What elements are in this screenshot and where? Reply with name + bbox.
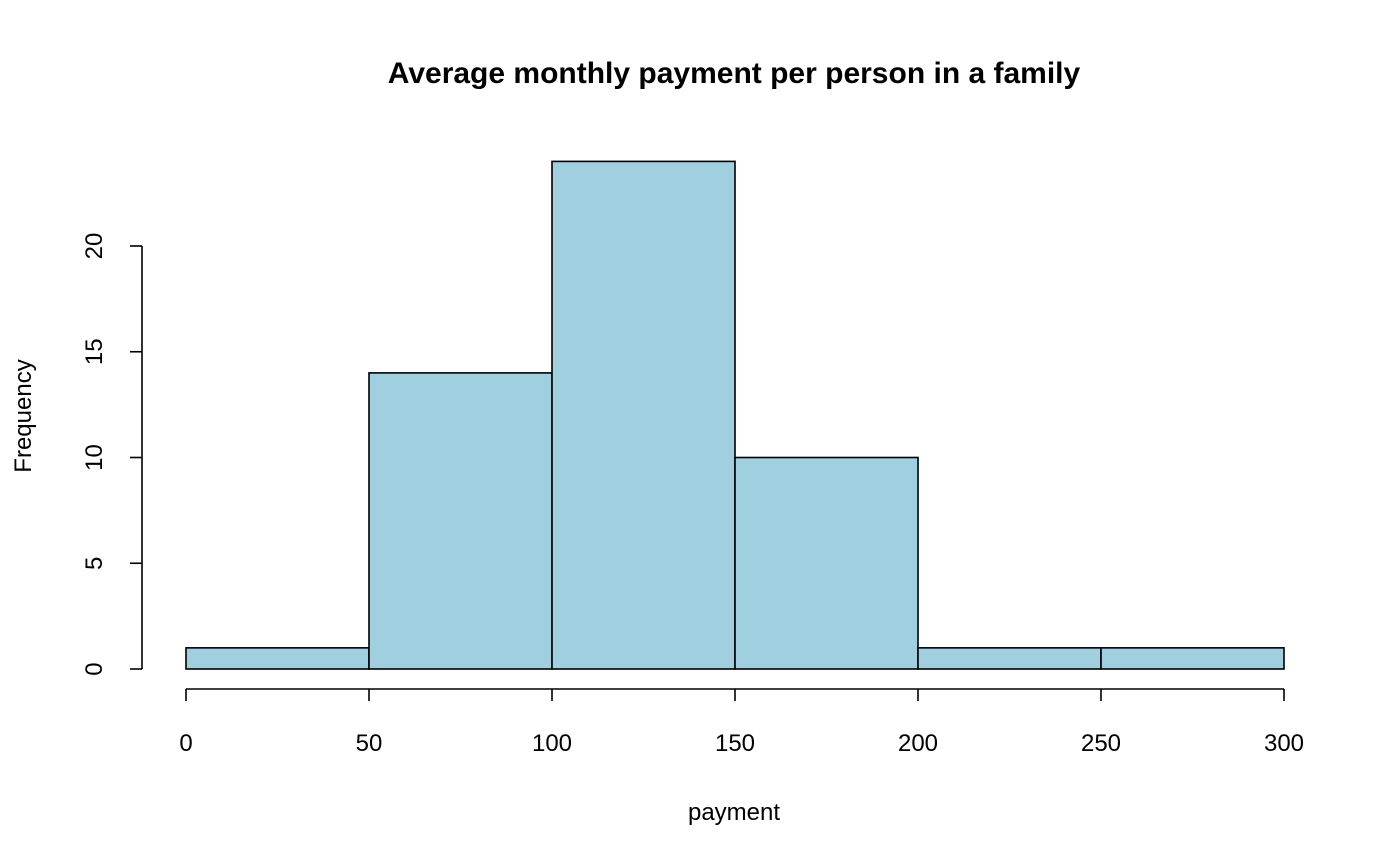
histogram-bar-200-250 xyxy=(917,647,1102,670)
y-tick-label-5: 5 xyxy=(81,557,108,570)
bars-group xyxy=(185,160,1285,670)
x-tick-label-0: 0 xyxy=(179,730,192,757)
x-tick-label-250: 250 xyxy=(1081,730,1121,757)
y-tick-label-10: 10 xyxy=(81,444,108,471)
histogram-bar-250-300 xyxy=(1100,647,1285,670)
x-axis-label: payment xyxy=(688,799,780,826)
x-axis: 0 50 100 150 200 250 300 xyxy=(179,688,1304,757)
y-tick-label-15: 15 xyxy=(81,338,108,365)
x-tick-label-50: 50 xyxy=(356,730,383,757)
y-tick-label-20: 20 xyxy=(81,233,108,260)
y-axis-label: Frequency xyxy=(10,359,37,472)
x-tick-label-300: 300 xyxy=(1264,730,1304,757)
x-tick-label-200: 200 xyxy=(898,730,938,757)
y-axis: 0 5 10 15 20 xyxy=(81,233,143,676)
x-tick-label-100: 100 xyxy=(532,730,572,757)
x-tick-label-150: 150 xyxy=(715,730,755,757)
histogram-bar-150-200 xyxy=(734,456,919,670)
y-tick-label-0: 0 xyxy=(81,662,108,675)
chart-title: Average monthly payment per person in a … xyxy=(388,57,1081,90)
histogram-bar-50-100 xyxy=(368,372,553,670)
histogram-bar-0-50 xyxy=(185,647,370,670)
histogram-bar-100-150 xyxy=(551,160,736,670)
